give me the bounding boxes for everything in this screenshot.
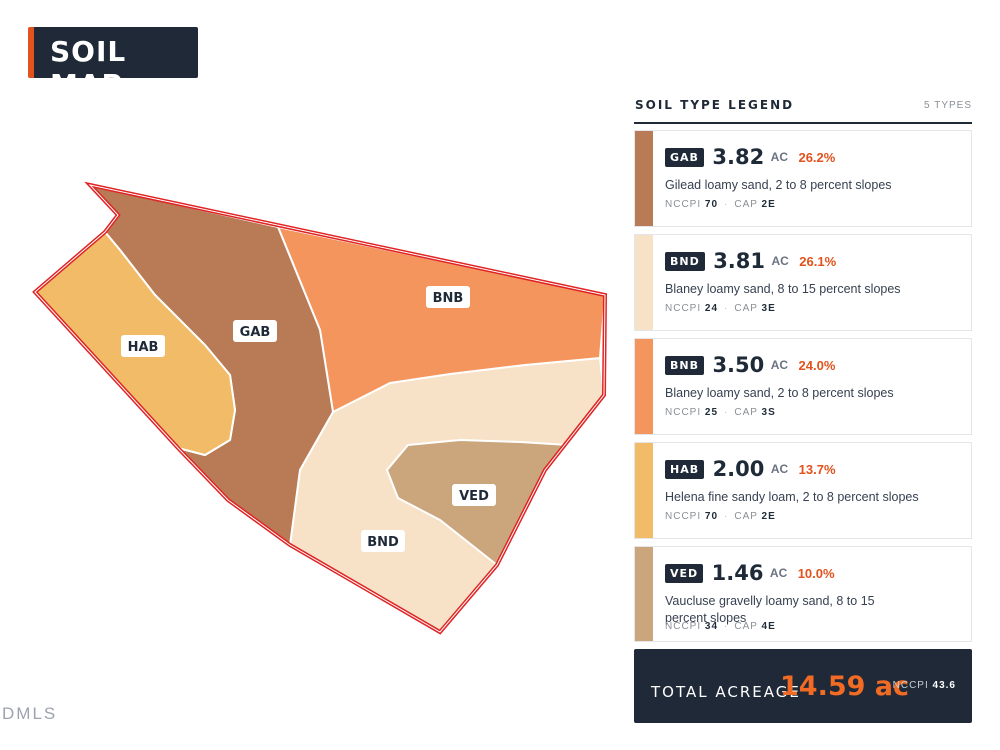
svg-text:BND: BND <box>367 535 399 550</box>
total-acreage-panel: TOTAL ACREAGE 14.59 ac NCCPI 43.6 <box>634 649 972 723</box>
map-title: SOIL MAP <box>50 35 127 101</box>
soil-description: Blaney loamy sand, 2 to 8 percent slopes <box>665 386 894 400</box>
watermark-logo: DMLS <box>2 704 58 723</box>
acres-unit: AC <box>770 358 789 372</box>
soil-percent: 24.0% <box>798 357 836 373</box>
legend-card-ved[interactable]: VED 1.46 AC 10.0% Vaucluse gravelly loam… <box>634 546 972 642</box>
map-label-bnd: BND <box>361 530 405 552</box>
soil-percent: 26.2% <box>798 149 836 165</box>
svg-text:HAB: HAB <box>128 340 159 355</box>
soil-map: HAB GAB BNB VED BND <box>32 181 608 635</box>
legend-title: SOIL TYPE LEGEND <box>635 98 795 112</box>
color-swatch <box>635 131 653 226</box>
map-label-hab: HAB <box>121 335 165 357</box>
soil-acres: 3.50 <box>712 353 765 377</box>
legend-card-hab[interactable]: HAB 2.00 AC 13.7% Helena fine sandy loam… <box>634 442 972 539</box>
soil-code-badge: HAB <box>665 459 705 479</box>
soil-code-badge: GAB <box>665 147 704 167</box>
acres-unit: AC <box>771 254 789 268</box>
legend-header: SOIL TYPE LEGEND 5 TYPES <box>634 96 972 124</box>
soil-percent: 10.0% <box>797 565 835 581</box>
svg-text:BNB: BNB <box>433 291 464 306</box>
soil-meta: NCCPI 34 · CAP 4E <box>665 621 776 632</box>
soil-meta: NCCPI 70 · CAP 2E <box>665 199 776 210</box>
legend-card-bnd[interactable]: BND 3.81 AC 26.1% Blaney loamy sand, 8 t… <box>634 234 972 331</box>
parcel-boundary-inner <box>34 184 606 633</box>
color-swatch <box>635 547 653 641</box>
soil-legend: SOIL TYPE LEGEND 5 TYPES GAB 3.82 AC 26.… <box>634 96 972 642</box>
svg-text:GAB: GAB <box>240 325 271 340</box>
total-nccpi: NCCPI 43.6 <box>892 680 956 691</box>
soil-acres: 3.82 <box>712 145 765 169</box>
soil-code-badge: BNB <box>665 355 704 375</box>
acres-unit: AC <box>770 150 789 164</box>
color-swatch <box>635 339 653 434</box>
soil-meta: NCCPI 24 · CAP 3E <box>665 303 776 314</box>
legend-card-gab[interactable]: GAB 3.82 AC 26.2% Gilead loamy sand, 2 t… <box>634 130 972 227</box>
soil-description: Gilead loamy sand, 2 to 8 percent slopes <box>665 178 892 192</box>
map-title-badge: SOIL MAP <box>28 27 198 101</box>
legend-card-bnb[interactable]: BNB 3.50 AC 24.0% Blaney loamy sand, 2 t… <box>634 338 972 435</box>
soil-code-badge: BND <box>665 251 705 271</box>
acres-unit: AC <box>770 462 789 476</box>
soil-meta: NCCPI 70 · CAP 2E <box>665 511 776 522</box>
soil-acres: 2.00 <box>712 457 765 481</box>
soil-percent: 13.7% <box>798 461 836 477</box>
acres-unit: AC <box>769 566 788 580</box>
soil-code-badge: VED <box>665 563 704 583</box>
soil-description: Blaney loamy sand, 8 to 15 percent slope… <box>665 282 901 296</box>
total-acreage-label: TOTAL ACREAGE <box>651 683 801 701</box>
soil-acres: 1.46 <box>711 561 764 585</box>
soil-acres: 3.81 <box>713 249 766 273</box>
soil-meta: NCCPI 25 · CAP 3S <box>665 407 776 418</box>
soil-percent: 26.1% <box>799 253 837 269</box>
legend-count: 5 TYPES <box>924 100 972 111</box>
color-swatch <box>635 235 653 330</box>
map-label-bnb: BNB <box>426 286 470 308</box>
map-label-ved: VED <box>452 484 496 506</box>
map-label-gab: GAB <box>233 320 277 342</box>
soil-description: Vaucluse gravelly loamy sand, 8 to 15 pe… <box>665 594 875 625</box>
soil-description: Helena fine sandy loam, 2 to 8 percent s… <box>665 490 919 504</box>
color-swatch <box>635 443 653 538</box>
total-acreage-value: 14.59 ac <box>780 671 910 702</box>
svg-text:VED: VED <box>459 489 489 504</box>
